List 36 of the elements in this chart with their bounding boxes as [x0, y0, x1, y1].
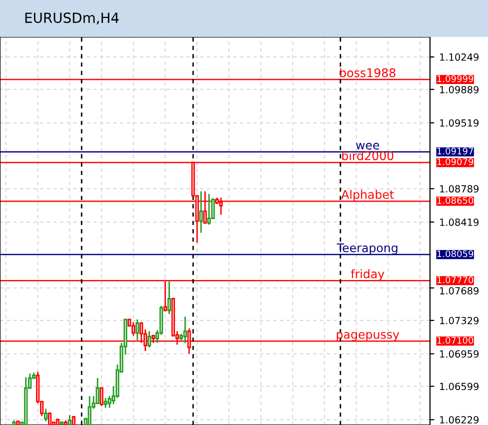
candlestick [100, 387, 104, 407]
candlestick [148, 330, 152, 348]
ref-line-label: Teerapong [336, 243, 398, 255]
text: 1.08059 [437, 250, 474, 258]
text: 1.09079 [437, 158, 474, 166]
y-tick-label: 1.06599 [440, 382, 479, 390]
text: 1.07770 [437, 276, 474, 284]
candlestick [88, 395, 92, 425]
y-tick-label: 1.09519 [440, 119, 479, 127]
ref-line-label: bird2000 [342, 151, 394, 160]
text: 1.07100 [437, 336, 474, 344]
candlestick [183, 316, 187, 344]
candlestick [199, 190, 203, 234]
y-tick-label: 1.08419 [440, 218, 479, 226]
chart-title: EURUSDm,H4 [25, 12, 119, 24]
ref-line-label: Alphabet [341, 190, 394, 202]
y-tick-label: 1.06959 [440, 350, 479, 358]
y-tick-label: 1.09889 [440, 86, 479, 94]
y-tick-label: 1.07329 [440, 316, 479, 324]
text: 1.08650 [437, 197, 474, 204]
y-tick-label: 1.10249 [440, 53, 479, 61]
y-tick-label: 1.08789 [440, 185, 479, 193]
ref-line-label: pagepussy [336, 332, 400, 342]
text: 1.09197 [437, 148, 474, 154]
candlestick [207, 193, 211, 226]
ref-line-label: friday [350, 269, 384, 281]
candlestick [132, 321, 136, 336]
candlestick [136, 318, 140, 341]
ref-line-label: boss1988 [340, 68, 396, 78]
y-tick-label: 1.07689 [440, 287, 479, 294]
candlestick [96, 377, 100, 405]
ref-line-label: wee [356, 142, 380, 150]
y-tick-label: 1.06229 [440, 416, 479, 424]
candlestick [68, 414, 72, 425]
text: 1.09999 [437, 75, 474, 82]
candlestick [48, 412, 52, 425]
